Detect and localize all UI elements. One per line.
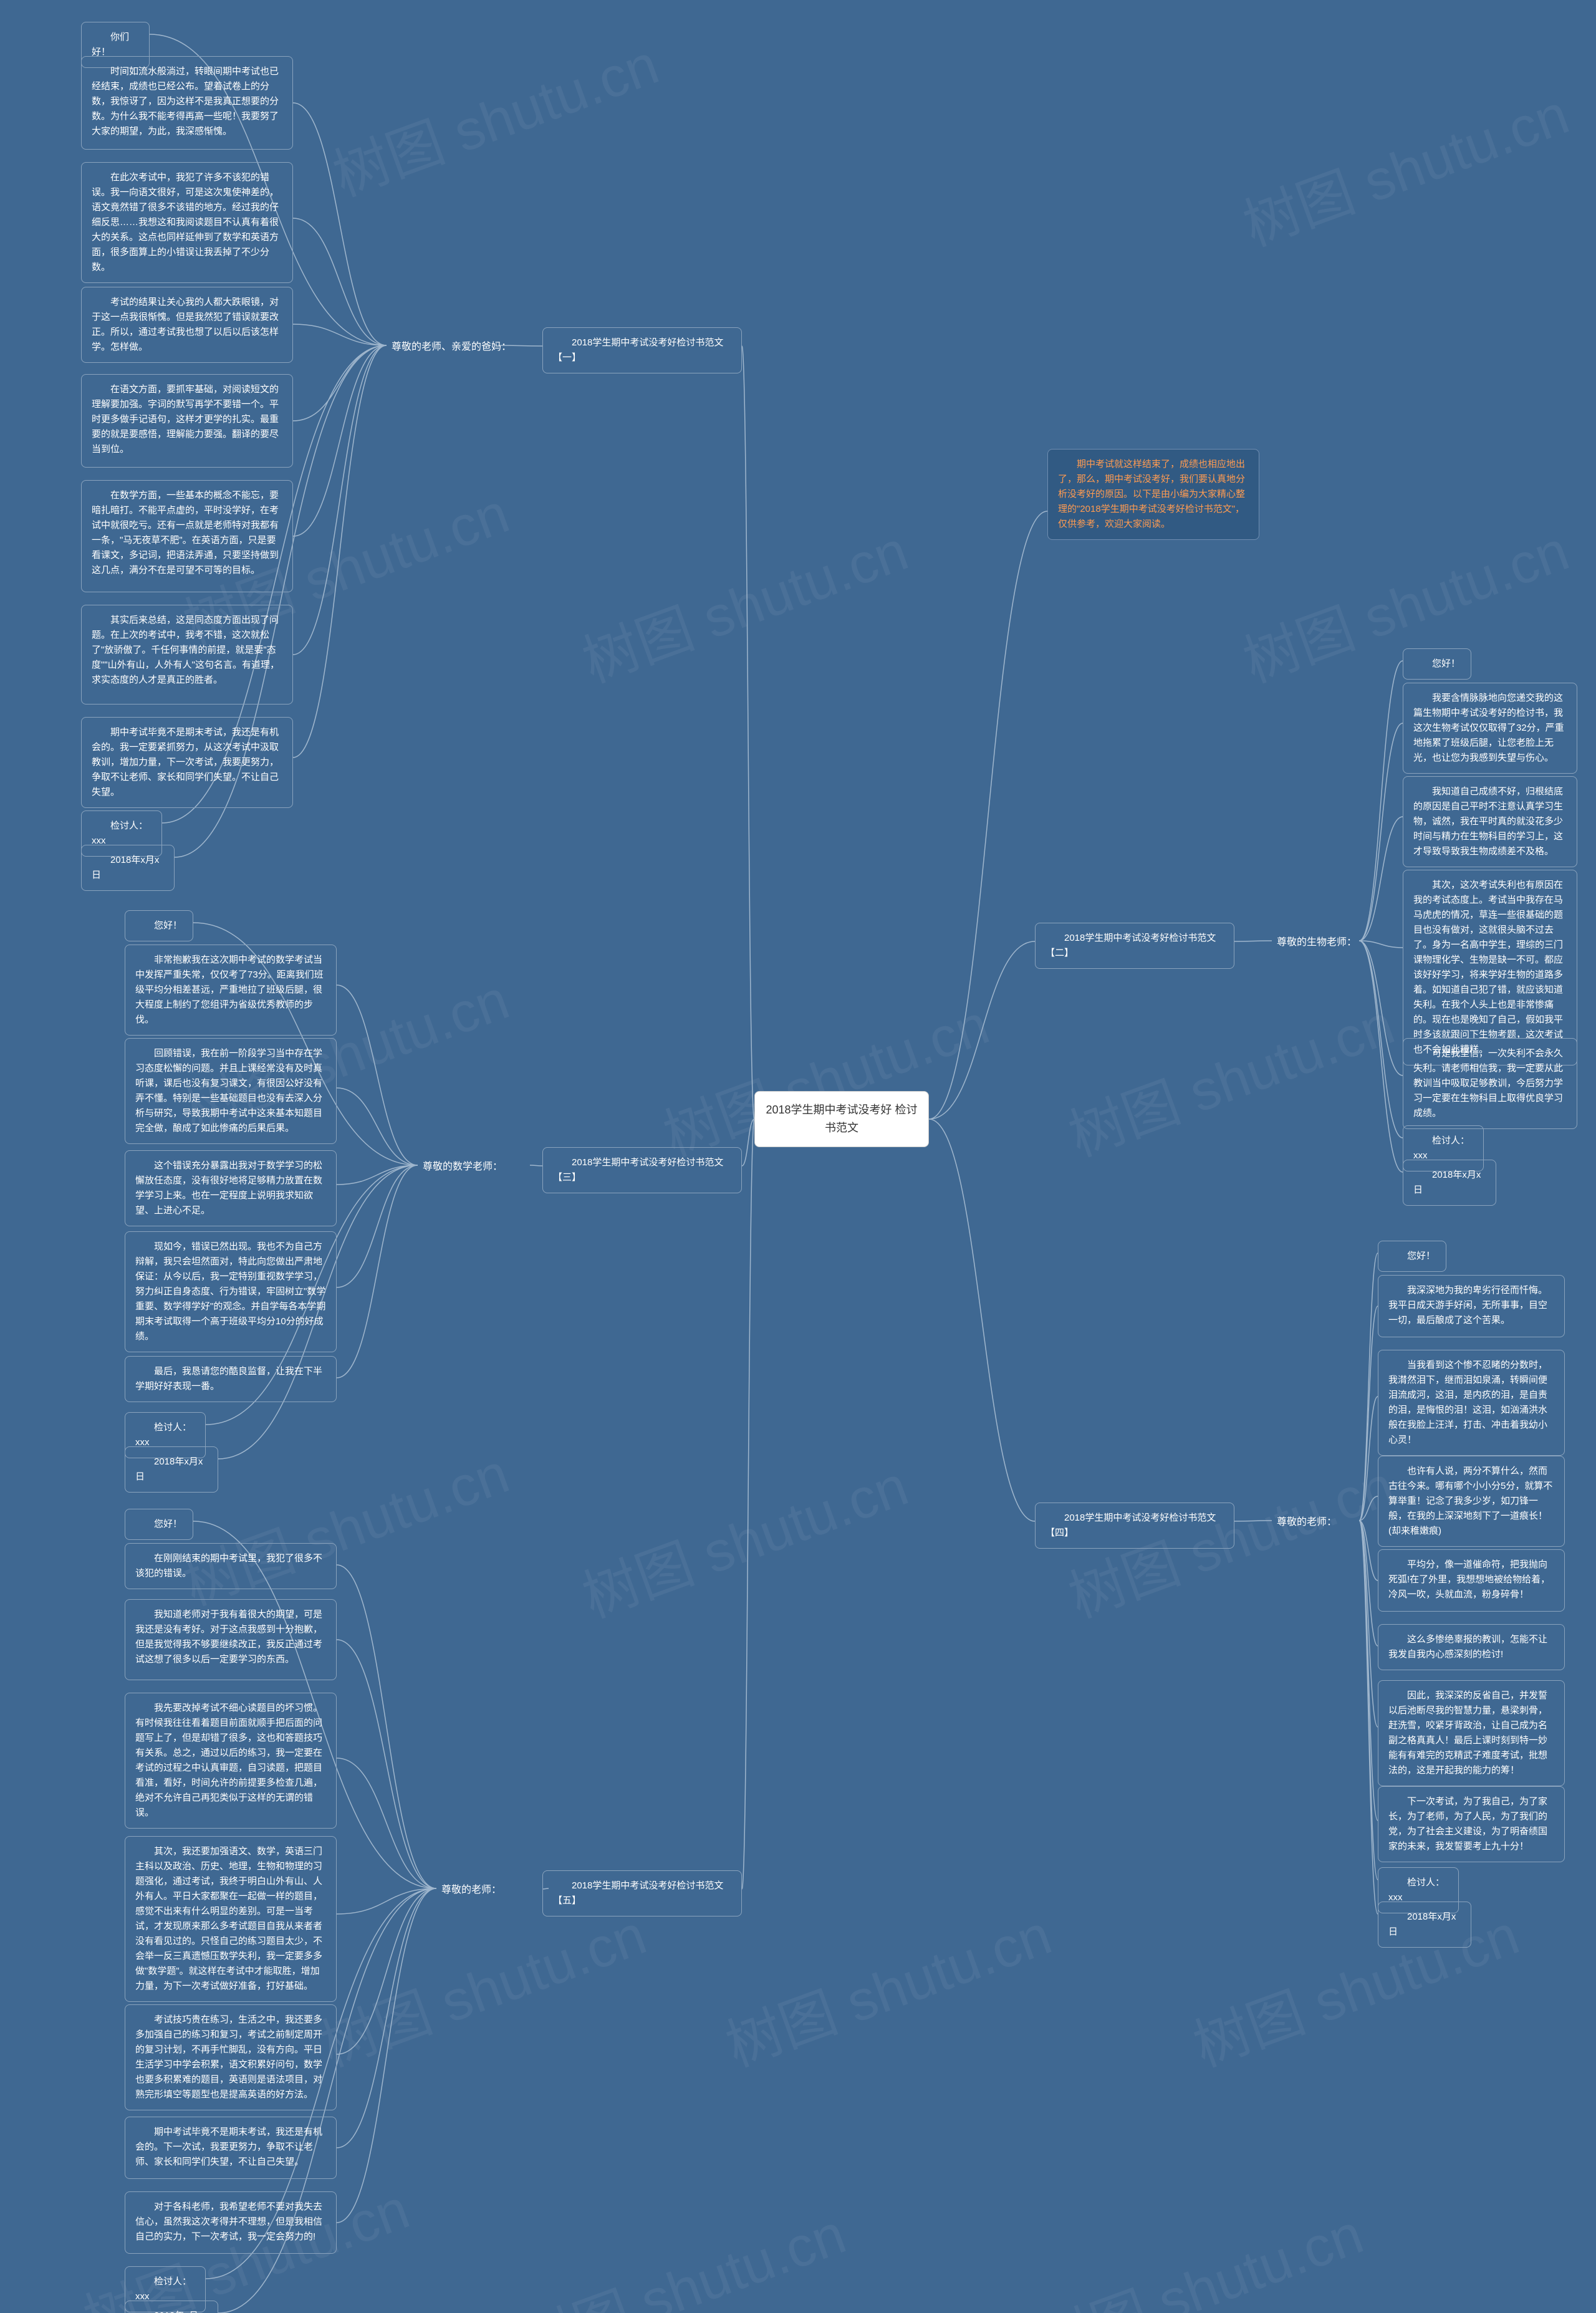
- content-node: 您好！: [125, 1509, 193, 1540]
- content-node: 下一次考试，为了我自己，为了家长，为了老师，为了人民，为了我们的党，为了社会主义…: [1378, 1786, 1565, 1862]
- content-node: 我知道老师对于我有着很大的期望，可是我还是没有考好。对于这点我感到十分抱歉，但是…: [125, 1599, 337, 1680]
- content-node: 2018年x月x日: [125, 2301, 218, 2313]
- content-node: 您好！: [1378, 1241, 1446, 1272]
- section-title: 2018学生期中考试没考好检讨书范文【二】: [1035, 923, 1234, 969]
- content-node: 因此，我深深的反省自己，并发誓以后池断尽我的智慧力量，悬梁刺骨，赶洗雪，咬紧牙背…: [1378, 1680, 1565, 1786]
- root-label: 2018学生期中考试没考好 检讨书范文: [765, 1101, 918, 1137]
- content-node: 在数学方面，一些基本的概念不能忘，要暗扎暗打。不能平点虚的，平时没学好，在考试中…: [81, 480, 293, 592]
- content-node: 2018年x月x日: [1378, 1902, 1471, 1948]
- content-node: 其次，我还要加强语文、数学，英语三门主科以及政治、历史、地理，生物和物理的习题强…: [125, 1836, 337, 2002]
- content-node: 考试技巧贵在练习，生活之中，我还要多多加强自己的练习和复习，考试之前制定周开的复…: [125, 2004, 337, 2110]
- content-node: 我深深地为我的卑劣行径而忏悔。我平日成天游手好闲，无所事事，目空一切，最后酿成了…: [1378, 1275, 1565, 1337]
- content-node: 2018年x月x日: [81, 845, 175, 891]
- watermark: 树图 shutu.cn: [570, 506, 917, 698]
- watermark: 树图 shutu.cn: [1025, 2189, 1372, 2313]
- content-node: 您好！: [1403, 648, 1471, 680]
- watermark: 树图 shutu.cn: [1056, 979, 1403, 1172]
- content-node: 平均分，像一道催命符，把我抛向死弧!在了外里，我想想地被给物给着，冷风一吹，头就…: [1378, 1549, 1565, 1612]
- content-node: 这个错误充分暴露出我对于数学学习的松懈放任态度，没有很好地将足够精力放置在数学学…: [125, 1150, 337, 1226]
- content-node: 在刚刚结束的期中考试里，我犯了很多不该犯的错误。: [125, 1543, 337, 1589]
- content-node: 当我看到这个惨不忍睹的分数时，我潸然泪下，继而泪如泉涌，转瞬间便泪流成河，这泪，…: [1378, 1350, 1565, 1456]
- section-title: 2018学生期中考试没考好检讨书范文【四】: [1035, 1503, 1234, 1549]
- content-node: 回顾错误，我在前一阶段学习当中存在学习态度松懈的问题。并且上课经常没有及时真听课…: [125, 1038, 337, 1144]
- intro-node: 期中考试就这样结束了，成绩也相应地出了，那么，期中考试没考好，我们要认真地分析没…: [1047, 449, 1259, 540]
- content-node: 最后，我恳请您的酷良监督，让我在下半学期好好表现一番。: [125, 1356, 337, 1402]
- watermark: 树图 shutu.cn: [308, 1890, 655, 2082]
- content-node: 期中考试毕竟不是期末考试，我还是有机会的。下一次试，我要更努力，争取不让老师、家…: [125, 2117, 337, 2179]
- watermark: 树图 shutu.cn: [1231, 69, 1578, 262]
- section-title: 2018学生期中考试没考好检讨书范文【三】: [542, 1147, 742, 1193]
- content-node: 其次，这次考试失利也有原因在我的考试态度上。考试当中我存在马马虎虎的情况，草连一…: [1403, 870, 1577, 1065]
- section-title: 2018学生期中考试没考好检讨书范文【一】: [542, 327, 742, 373]
- content-node: 在此次考试中，我犯了许多不该犯的错误。我一向语文很好，可是这次鬼使神差的，语文竟…: [81, 162, 293, 283]
- section-addressee: 尊敬的老师、亲爱的爸妈：: [387, 337, 516, 358]
- content-node: 2018年x月x日: [125, 1446, 218, 1493]
- content-node: 现如今，错误已然出现。我也不为自己方辩解，我只会坦然面对，特此向您做出严肃地保证…: [125, 1231, 337, 1352]
- watermark: 树图 shutu.cn: [1181, 1890, 1528, 2082]
- content-node: 其实后来总结，这是同态度方面出现了问题。在上次的考试中，我考不错，这次就松了"放…: [81, 605, 293, 704]
- content-node: 在语文方面，要抓牢基础，对阅读短文的理解要加强。字词的默写再学不要错一个。平时更…: [81, 374, 293, 468]
- content-node: 这么多惨绝辜报的教训，怎能不让我发自我内心感深刻的检讨!: [1378, 1624, 1565, 1670]
- content-node: 时间如流水般淌过，转眼间期中考试也已经结束，成绩也已经公布。望着试卷上的分数，我…: [81, 56, 293, 150]
- content-node: 2018年x月x日: [1403, 1160, 1496, 1206]
- watermark: 树图 shutu.cn: [320, 19, 668, 212]
- section-addressee: 尊敬的生物老师：: [1272, 932, 1362, 953]
- watermark: 树图 shutu.cn: [507, 2189, 855, 2313]
- content-node: 非常抱歉我在这次期中考试的数学考试当中发挥严重失常，仅仅考了73分。距离我们班级…: [125, 945, 337, 1036]
- watermark: 树图 shutu.cn: [171, 1428, 518, 1621]
- content-node: 我先要改掉考试不细心读题目的坏习惯。有时候我往往看着题目前面就顺手把后面的问题写…: [125, 1693, 337, 1829]
- intro-text: 期中考试就这样结束了，成绩也相应地出了，那么，期中考试没考好，我们要认真地分析没…: [1058, 459, 1245, 529]
- section-addressee: 尊敬的数学老师：: [418, 1156, 507, 1178]
- content-node: 对于各科老师，我希望老师不要对我失去信心，虽然我这次考得并不理想，但是我相信自己…: [125, 2191, 337, 2254]
- content-node: 考试的结果让关心我的人都大跌眼镜，对于这一点我很惭愧。但是我然犯了错误就要改正。…: [81, 287, 293, 363]
- content-node: 也许有人说，两分不算什么，然而古往今来。哪有哪个小小分5分，就算不算举重！记念了…: [1378, 1456, 1565, 1547]
- watermark: 树图 shutu.cn: [570, 1441, 917, 1633]
- content-node: 期中考试毕竟不是期末考试，我还是有机会的。我一定要紧抓努力，从这次考试中汲取教训…: [81, 717, 293, 808]
- content-node: 我知道自己成绩不好，归根结底的原因是自己平时不注意认真学习生物，诚然，我在平时真…: [1403, 776, 1577, 867]
- root-node: 2018学生期中考试没考好 检讨书范文: [754, 1091, 929, 1147]
- content-node: 您好！: [125, 910, 193, 941]
- content-node: 可是我坚信，一次失利不会永久失利。请老师相信我，我一定要从此教训当中吸取足够教训…: [1403, 1038, 1577, 1129]
- section-addressee: 尊敬的老师：: [436, 1880, 506, 1901]
- section-title: 2018学生期中考试没考好检讨书范文【五】: [542, 1870, 742, 1916]
- content-node: 我要含情脉脉地向您递交我的这篇生物期中考试没考好的检讨书，我这次生物考试仅仅取得…: [1403, 683, 1577, 774]
- watermark: 树图 shutu.cn: [713, 1890, 1060, 2082]
- section-addressee: 尊敬的老师：: [1272, 1512, 1342, 1533]
